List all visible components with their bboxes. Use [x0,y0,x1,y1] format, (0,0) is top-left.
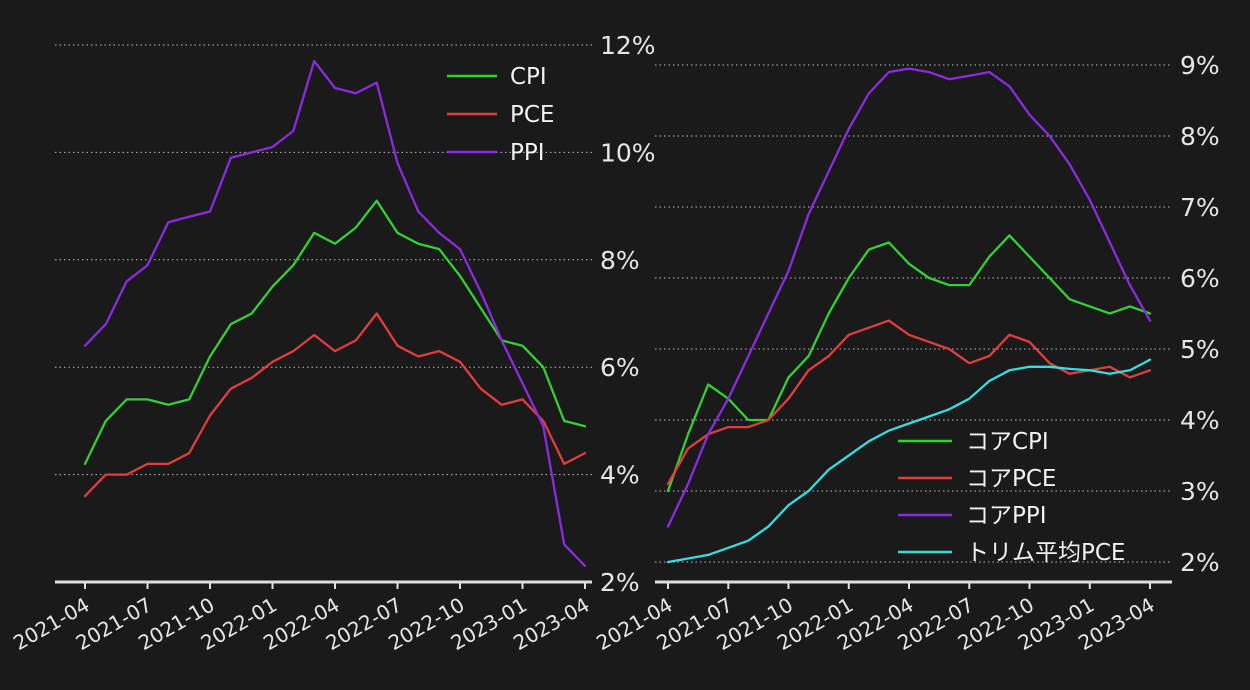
y-tick-label: 8% [1180,122,1220,151]
y-tick-label: 4% [1180,406,1220,435]
legend-label: コアCPI [966,429,1049,455]
legend-label: PCE [510,102,554,128]
y-tick-label: 6% [600,353,640,382]
y-tick-label: 6% [1180,264,1220,293]
legend-label: コアPCE [966,466,1056,492]
legend-label: トリム平均PCE [966,540,1125,566]
legend-label: PPI [510,140,545,166]
y-tick-label: 2% [1180,548,1220,577]
chart-1: 2%3%4%5%6%7%8%9%2021-042021-072021-10202… [592,51,1220,655]
y-tick-label: 9% [1180,51,1220,80]
y-tick-label: 4% [600,461,640,490]
y-tick-label: 10% [600,138,656,167]
series-line-コアPPI [666,67,1152,528]
y-tick-label: 3% [1180,477,1220,506]
y-tick-label: 7% [1180,193,1220,222]
series-line-コアPCE [666,319,1152,486]
y-tick-label: 8% [600,246,640,275]
y-tick-label: 5% [1180,335,1220,364]
y-tick-label: 2% [600,568,640,597]
series-line-PCE [83,312,587,498]
series-line-コアCPI [666,234,1152,493]
legend-label: CPI [510,64,547,90]
series-line-トリム平均PCE [666,358,1152,564]
series-line-PPI [83,59,587,568]
chart-0: 2%4%6%8%10%12%2021-042021-072021-102022-… [9,31,655,655]
y-tick-label: 12% [600,31,656,60]
legend-label: コアPPI [966,503,1047,529]
